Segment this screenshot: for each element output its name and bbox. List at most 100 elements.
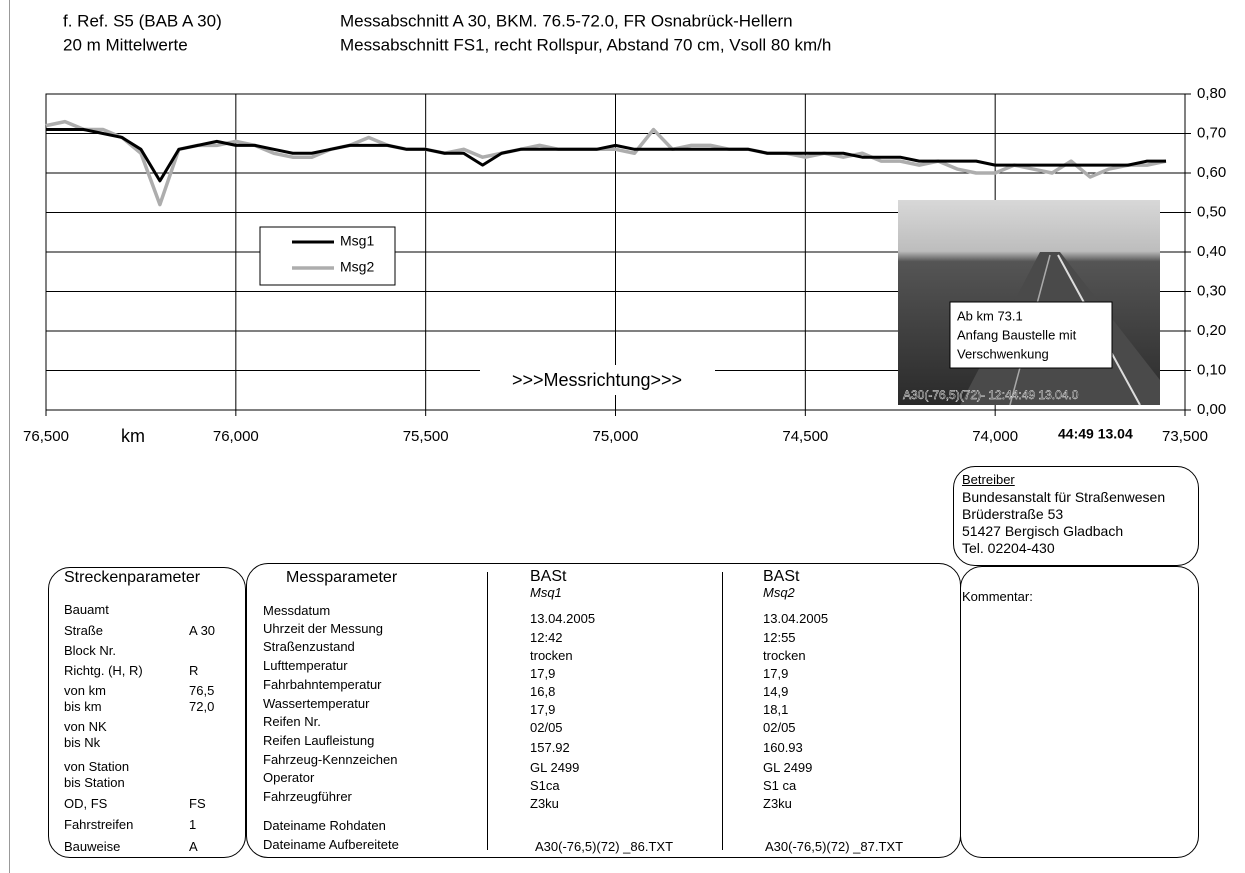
header-setup: Messabschnitt FS1, recht Rollspur, Absta…	[340, 35, 831, 54]
column-value: GL 2499	[530, 761, 579, 774]
route-label: von Station	[64, 760, 129, 773]
column-value: 17,9	[763, 667, 788, 680]
column-value: 13.04.2005	[530, 612, 595, 625]
photo-callout-text: Verschwenkung	[957, 346, 1049, 361]
y-tick-label: 0,30	[1197, 282, 1226, 299]
column-value: Z3ku	[530, 797, 559, 810]
route-label: von NK	[64, 720, 107, 733]
route-label: von km	[64, 684, 106, 697]
y-tick-label: 0,40	[1197, 243, 1226, 260]
measurement-label: Fahrzeug-Kennzeichen	[263, 753, 397, 766]
comment-box	[960, 566, 1199, 858]
column-sub: Msq1	[530, 586, 562, 599]
legend-box	[260, 227, 395, 285]
column-sub: Msq2	[763, 586, 795, 599]
route-value: FS	[189, 797, 206, 810]
column-value: S1ca	[530, 779, 560, 792]
y-tick-label: 0,80	[1197, 85, 1226, 102]
route-label: Block Nr.	[64, 644, 116, 657]
route-value: 1	[189, 818, 196, 831]
x-tick-label: 73,500	[1162, 428, 1208, 445]
page: f. Ref. S5 (BAB A 30) 20 m Mittelwerte M…	[0, 0, 1245, 873]
column-value: 12:42	[530, 631, 563, 644]
divider	[487, 572, 488, 850]
x-tick-label: 76,500	[23, 428, 69, 445]
header-ref: f. Ref. S5 (BAB A 30)	[63, 11, 222, 30]
y-tick-label: 0,60	[1197, 164, 1226, 181]
photo-caption: A30(-76,5)(72)- 12:44:49 13.04.0	[903, 388, 1079, 402]
column-value: trocken	[530, 649, 573, 662]
x-tick-label: 76,000	[213, 428, 259, 445]
route-label: bis Station	[64, 776, 125, 789]
y-tick-label: 0,00	[1197, 401, 1226, 418]
column-value: 02/05	[763, 721, 796, 734]
annotation: >>>Messrichtung>>>	[512, 370, 682, 390]
column-value: 02/05	[530, 721, 563, 734]
measurement-label: Uhrzeit der Messung	[263, 622, 383, 635]
column-value: 17,9	[530, 667, 555, 680]
column-value: 14,9	[763, 685, 788, 698]
route-label: OD, FS	[64, 797, 107, 810]
column-name: BASt	[763, 569, 799, 585]
y-tick-label: 0,10	[1197, 361, 1226, 378]
header-averaging: 20 m Mittelwerte	[63, 35, 188, 54]
operator-line: 51427 Bergisch Gladbach	[962, 524, 1123, 538]
column-value: Z3ku	[763, 797, 792, 810]
x-axis-label: km	[121, 426, 145, 446]
y-tick-label: 0,70	[1197, 124, 1226, 141]
route-label: Straße	[64, 624, 103, 637]
column-value: trocken	[763, 649, 806, 662]
y-tick-label: 0,50	[1197, 203, 1226, 220]
measurement-label: Dateiname Aufbereitete	[263, 838, 399, 851]
measurement-label: Fahrzeugführer	[263, 790, 352, 803]
route-value: R	[189, 664, 198, 677]
column-value: 18,1	[763, 703, 788, 716]
photo-stamp: 44:49 13.04	[1058, 426, 1133, 442]
legend-label: Msg1	[340, 233, 374, 249]
operator-line: Tel. 02204-430	[962, 541, 1055, 555]
measurement-label: Messdatum	[263, 604, 330, 617]
route-title: Streckenparameter	[64, 570, 200, 586]
operator-line: Bundesanstalt für Straßenwesen	[962, 490, 1165, 504]
y-tick-label: 0,20	[1197, 322, 1226, 339]
column-value: S1 ca	[763, 779, 796, 792]
route-value: A	[189, 840, 198, 853]
photo-callout-text: Ab km 73.1	[957, 308, 1023, 323]
route-label: bis km	[64, 700, 102, 713]
column-value: 17,9	[530, 703, 555, 716]
x-tick-label: 75,500	[403, 428, 449, 445]
column-value: 157.92	[530, 741, 570, 754]
measurement-label: Lufttemperatur	[263, 659, 348, 672]
x-tick-label: 74,000	[972, 428, 1018, 445]
route-value: 76,5	[189, 684, 214, 697]
column-value: GL 2499	[763, 761, 812, 774]
header-section: Messabschnitt A 30, BKM. 76.5-72.0, FR O…	[340, 11, 793, 30]
column-value: 12:55	[763, 631, 796, 644]
column-file: A30(-76,5)(72) _87.TXT	[765, 840, 903, 853]
measurement-label: Wassertemperatur	[263, 697, 369, 710]
route-value: A 30	[189, 624, 215, 637]
measurement-label: Dateiname Rohdaten	[263, 819, 386, 832]
column-value: 160.93	[763, 741, 803, 754]
measurement-label: Operator	[263, 771, 314, 784]
legend-label: Msg2	[340, 259, 374, 275]
route-label: Fahrstreifen	[64, 818, 133, 831]
measurement-label: Reifen Laufleistung	[263, 734, 374, 747]
x-tick-label: 74,500	[782, 428, 828, 445]
divider	[722, 572, 723, 850]
column-file: A30(-76,5)(72) _86.TXT	[535, 840, 673, 853]
route-value: 72,0	[189, 700, 214, 713]
column-name: BASt	[530, 569, 566, 585]
operator-line: Brüderstraße 53	[962, 507, 1063, 521]
photo-callout-text: Anfang Baustelle mit	[957, 327, 1077, 342]
measurement-title: Messparameter	[286, 570, 397, 586]
operator-title: Betreiber	[962, 473, 1015, 486]
route-label: Richtg. (H, R)	[64, 664, 143, 677]
chart: f. Ref. S5 (BAB A 30) 20 m Mittelwerte M…	[0, 0, 1245, 460]
series-line	[46, 122, 1166, 205]
column-value: 13.04.2005	[763, 612, 828, 625]
route-label: Bauamt	[64, 603, 109, 616]
measurement-label: Reifen Nr.	[263, 715, 321, 728]
measurement-label: Straßenzustand	[263, 640, 355, 653]
x-tick-label: 75,000	[593, 428, 639, 445]
